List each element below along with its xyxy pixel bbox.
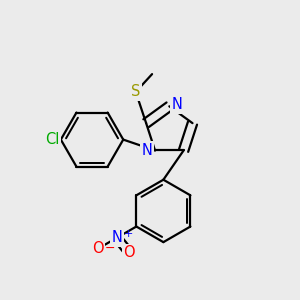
Text: O: O (124, 245, 135, 260)
Text: Cl: Cl (45, 132, 59, 147)
Text: N: N (142, 143, 153, 158)
Text: +: + (124, 229, 133, 239)
Text: −: − (104, 242, 115, 255)
Text: O: O (92, 241, 103, 256)
Text: N: N (172, 97, 183, 112)
Text: N: N (112, 230, 122, 245)
Text: S: S (131, 84, 140, 99)
